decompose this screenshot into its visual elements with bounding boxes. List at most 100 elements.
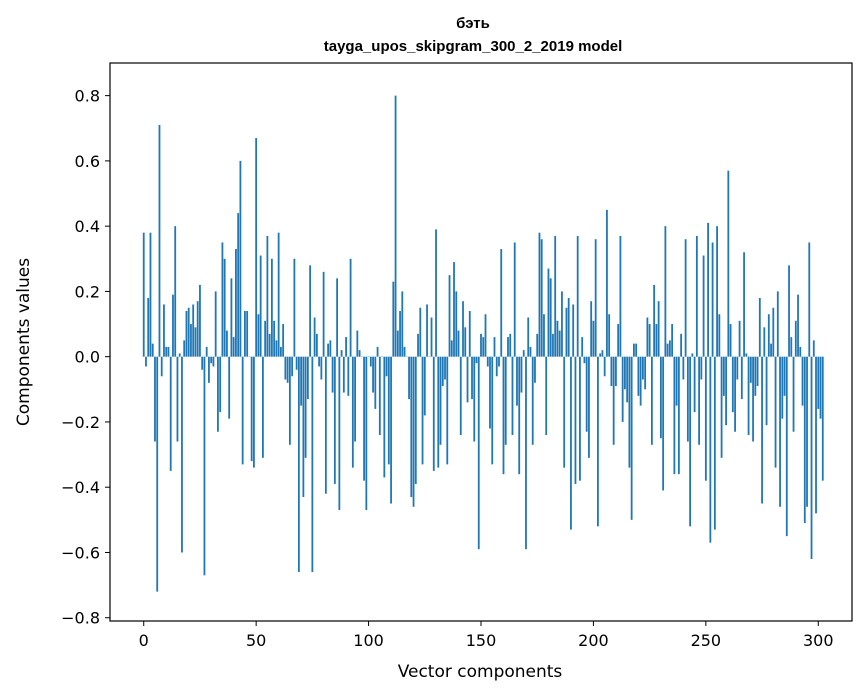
bar: [306, 356, 309, 400]
bar: [446, 356, 449, 465]
bar: [421, 356, 424, 465]
bar: [590, 301, 593, 357]
bar: [372, 356, 374, 393]
bar: [154, 356, 156, 442]
bar: [196, 301, 199, 357]
bar: [635, 343, 638, 357]
bar: [552, 333, 554, 357]
y-tick-label: −0.2: [61, 413, 100, 432]
bar: [300, 356, 303, 406]
bar: [264, 320, 267, 357]
bar: [363, 356, 365, 481]
bar: [385, 356, 388, 377]
bar: [641, 356, 644, 380]
bar: [219, 356, 222, 413]
bar: [244, 311, 246, 357]
bar: [441, 356, 444, 387]
bar: [345, 337, 347, 357]
bar: [241, 356, 244, 465]
bar: [302, 356, 305, 497]
bar: [221, 242, 224, 357]
bar: [212, 356, 215, 367]
bar: [475, 356, 478, 364]
bar: [426, 304, 428, 357]
bar: [790, 337, 793, 357]
bar: [754, 356, 757, 396]
bars-group: [142, 95, 824, 592]
bar: [324, 356, 327, 494]
bar: [439, 356, 442, 445]
bar: [396, 330, 399, 357]
bar: [165, 346, 168, 357]
bar: [574, 356, 577, 484]
bar: [327, 343, 329, 357]
bar: [531, 356, 534, 445]
bar: [464, 327, 467, 357]
bar: [756, 356, 759, 387]
bar: [230, 278, 233, 357]
bar: [585, 356, 588, 432]
bar: [579, 356, 581, 481]
bar: [561, 291, 563, 357]
bar: [423, 356, 426, 416]
bar: [774, 356, 777, 468]
bar: [414, 356, 417, 484]
bar: [803, 356, 806, 524]
bar: [797, 294, 799, 357]
bar: [176, 356, 179, 442]
bar: [729, 324, 732, 357]
y-tick-label: 0.4: [75, 217, 100, 236]
bar: [187, 307, 190, 357]
bar: [547, 268, 550, 357]
bar: [468, 311, 471, 357]
bar: [232, 337, 235, 357]
x-tick-label: 300: [803, 631, 834, 650]
bar: [167, 346, 170, 357]
bar: [286, 356, 289, 383]
bar: [183, 340, 186, 357]
bar: [612, 356, 615, 445]
bar: [630, 356, 633, 520]
bar: [615, 356, 617, 387]
bar: [549, 278, 552, 357]
bar: [190, 324, 192, 357]
bar: [199, 284, 201, 357]
bar: [156, 356, 159, 592]
bar: [253, 356, 255, 468]
y-tick-label: 0.2: [75, 282, 100, 301]
bar: [484, 314, 487, 357]
bar: [491, 356, 494, 465]
bar: [689, 356, 692, 527]
bar: [781, 356, 784, 419]
bar: [185, 311, 188, 357]
bar: [675, 356, 678, 406]
bar: [725, 356, 727, 426]
bar: [374, 356, 377, 409]
bar: [142, 232, 145, 357]
bar: [356, 330, 359, 357]
bar: [466, 356, 469, 403]
bar: [709, 356, 712, 543]
bar: [684, 239, 687, 357]
x-tick-label: 200: [578, 631, 609, 650]
bar: [358, 350, 361, 357]
bar: [194, 327, 197, 357]
bar: [237, 213, 240, 357]
bar: [713, 356, 716, 530]
bar: [662, 356, 665, 491]
bar: [329, 340, 332, 357]
bar: [513, 242, 516, 357]
bar: [259, 255, 262, 357]
bar: [313, 317, 316, 357]
bar: [538, 232, 541, 357]
bar: [394, 95, 397, 357]
bar: [527, 317, 530, 357]
bar: [704, 356, 707, 481]
bar: [588, 356, 590, 458]
bar: [399, 311, 401, 357]
bar: [621, 356, 624, 422]
bar: [169, 356, 172, 471]
bar: [410, 356, 413, 497]
bar: [257, 314, 260, 357]
x-axis-ticks: 0 50 100 150 200 250 300: [139, 621, 834, 650]
